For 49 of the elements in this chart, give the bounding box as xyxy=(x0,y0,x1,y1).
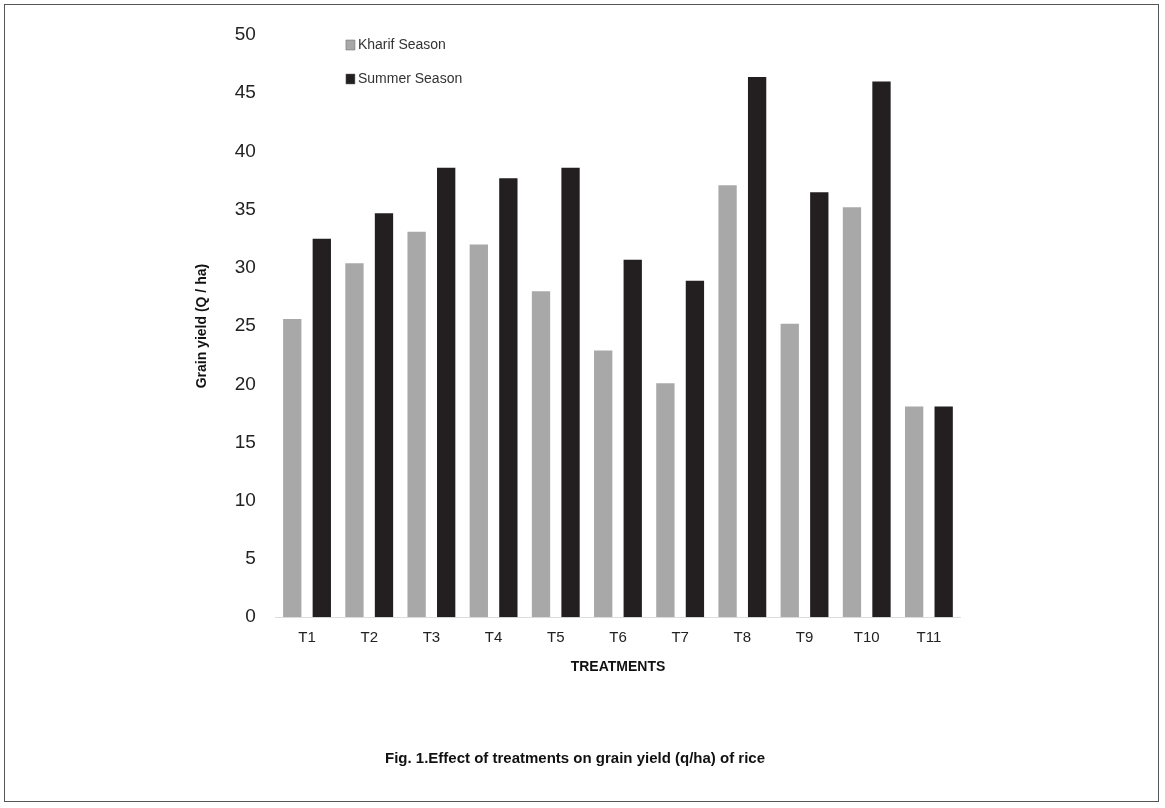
bar xyxy=(594,350,613,618)
y-tick-label: 45 xyxy=(234,81,256,103)
bar xyxy=(374,213,394,618)
y-tick-label: 30 xyxy=(234,256,256,278)
bar xyxy=(561,167,580,618)
y-tick-label: 40 xyxy=(234,139,256,161)
x-tick-label: T2 xyxy=(360,628,378,646)
bar xyxy=(810,192,829,618)
bar xyxy=(312,238,331,618)
bar xyxy=(934,406,953,618)
x-tick-label: T6 xyxy=(609,628,627,646)
x-tick-label: T4 xyxy=(484,628,503,646)
bar xyxy=(499,178,518,618)
y-tick-label: 15 xyxy=(234,430,256,452)
bar xyxy=(842,207,862,618)
bar xyxy=(345,263,364,618)
y-tick-label: 5 xyxy=(245,547,256,569)
legend-label: Summer Season xyxy=(357,69,463,86)
bar xyxy=(437,167,456,618)
x-axis-title: TREATMENTS xyxy=(570,658,666,675)
y-tick-label: 20 xyxy=(234,372,256,394)
x-tick-label: T5 xyxy=(547,628,565,646)
x-tick-label: T1 xyxy=(298,628,316,646)
bar xyxy=(685,280,705,618)
bar xyxy=(872,81,891,618)
bar xyxy=(623,259,642,618)
y-tick-label: 0 xyxy=(245,605,256,627)
x-tick-label: T10 xyxy=(853,628,880,646)
text: Fig. 1.Effect of treatments on grain yield (q/ha) of rice xyxy=(384,749,766,767)
legend-label: Kharif Season xyxy=(357,35,446,52)
bar xyxy=(904,406,924,618)
bar xyxy=(747,76,767,618)
x-tick-label: T7 xyxy=(671,628,689,646)
bar xyxy=(656,383,675,618)
x-tick-label: T3 xyxy=(422,628,441,646)
bar xyxy=(780,323,799,618)
y-axis-title: Grain yield (Q / ha) xyxy=(193,263,210,389)
bar xyxy=(531,291,551,618)
x-tick-label: T11 xyxy=(916,628,942,646)
y-tick-label: 25 xyxy=(234,314,256,336)
y-tick-label: 10 xyxy=(234,488,256,510)
bar xyxy=(469,244,488,618)
bar xyxy=(407,231,426,618)
y-tick-label: 35 xyxy=(234,197,256,219)
bar xyxy=(283,319,302,618)
bar xyxy=(718,185,737,618)
x-tick-label: T9 xyxy=(795,628,814,646)
y-tick-label: 50 xyxy=(234,23,256,45)
x-tick-label: T8 xyxy=(733,628,752,646)
